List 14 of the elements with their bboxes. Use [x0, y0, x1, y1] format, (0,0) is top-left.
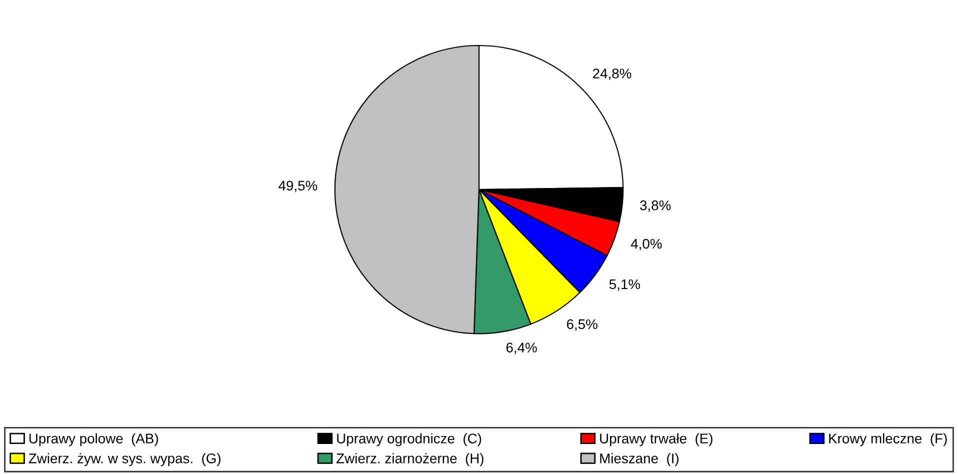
data-label: 6,5%: [566, 319, 598, 331]
data-label: 49,5%: [278, 180, 318, 192]
legend-label: Uprawy ogrodnicze (C): [337, 433, 482, 446]
legend-label: Zwierz. żyw. w sys. wypas. (G): [28, 453, 220, 466]
data-label: 6,4%: [506, 342, 537, 354]
legend-label: Mieszane (I): [600, 453, 678, 466]
data-label: 4,0%: [630, 238, 662, 250]
legend-label: Krowy mleczne (F): [829, 433, 947, 446]
data-label: 24,8%: [593, 68, 632, 80]
data-label: 3,8%: [640, 200, 671, 212]
legend-label: Uprawy trwałe (E): [600, 433, 712, 446]
data-label: 5,1%: [609, 279, 640, 291]
legend-label: Uprawy polowe (AB): [29, 433, 158, 446]
legend-label: Zwierz. ziarnożerne (H): [336, 453, 484, 466]
